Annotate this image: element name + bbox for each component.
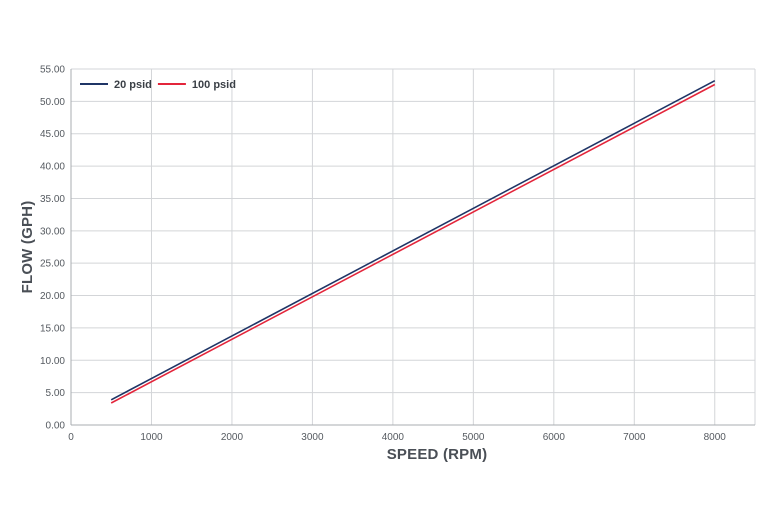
legend: 20 psid 100 psid <box>80 79 236 91</box>
x-tick-label: 5000 <box>462 432 485 443</box>
y-tick-label: 40.00 <box>40 162 65 173</box>
legend-label-1: 20 psid <box>114 79 152 91</box>
y-tick-label: 15.00 <box>40 323 65 334</box>
y-tick-label: 5.00 <box>46 388 66 399</box>
y-axis-title: FLOW (GPH) <box>19 201 36 294</box>
x-tick-label: 1000 <box>140 432 163 443</box>
x-tick-label: 7000 <box>623 432 646 443</box>
x-tick-label: 8000 <box>704 432 727 443</box>
x-axis-title: SPEED (RPM) <box>387 446 488 463</box>
legend-label-2: 100 psid <box>192 79 236 91</box>
plot-area <box>71 69 755 425</box>
x-tick-label: 6000 <box>543 432 566 443</box>
y-axis-ticks: 0.00 5.00 10.00 15.00 20.00 25.00 30.00 35.00 40… <box>40 65 65 432</box>
y-tick-label: 45.00 <box>40 129 65 140</box>
y-tick-label: 30.00 <box>40 226 65 237</box>
y-tick-label: 10.00 <box>40 356 65 367</box>
x-tick-label: 4000 <box>382 432 405 443</box>
series-line-2 <box>110 83 716 404</box>
y-tick-label: 50.00 <box>40 97 65 108</box>
series-line-1 <box>110 79 716 401</box>
x-tick-label: 2000 <box>221 432 244 443</box>
y-tick-label: 25.00 <box>40 259 65 270</box>
y-tick-label: 20.00 <box>40 291 65 302</box>
x-tick-label: 0 <box>68 432 74 443</box>
y-tick-label: 55.00 <box>40 65 65 76</box>
x-tick-label: 3000 <box>301 432 324 443</box>
y-tick-label: 35.00 <box>40 194 65 205</box>
gridlines <box>70 68 756 426</box>
y-tick-label: 0.00 <box>46 421 66 432</box>
x-axis-ticks: 0 1000 2000 3000 4000 5000 6000 7000 8000 <box>68 432 726 443</box>
series-lines <box>110 79 716 404</box>
